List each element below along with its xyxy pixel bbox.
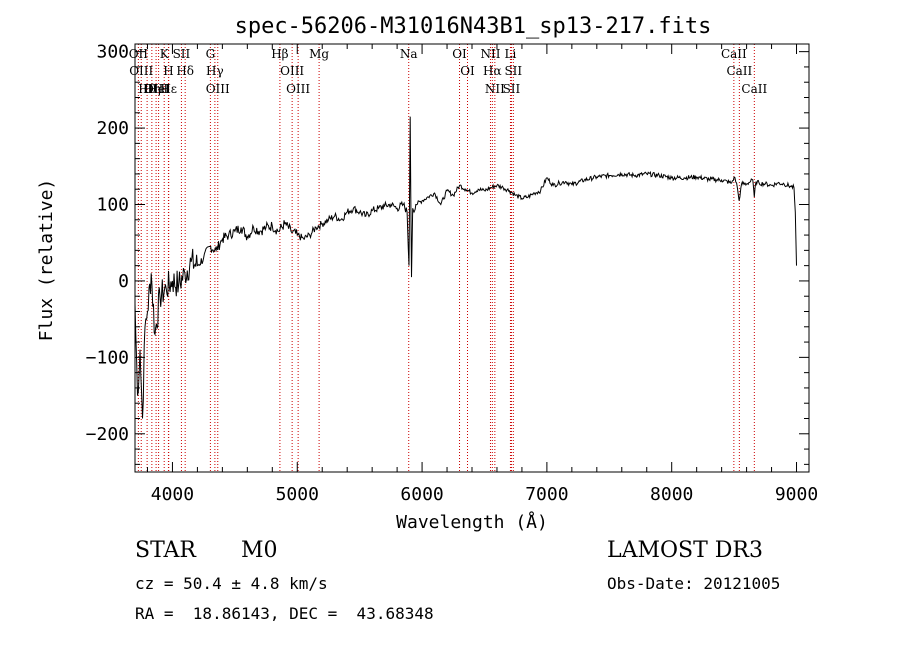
line-label-24: Li — [505, 47, 517, 61]
object-subclass: M0 — [241, 538, 278, 563]
x-tick-label: 4000 — [151, 484, 194, 505]
line-labels: OIIOIIIHθHηOIIIHeIKHHεSIIHδGHγOIIIHβOIII… — [129, 47, 768, 96]
x-tick-label: 9000 — [775, 484, 818, 505]
y-axis-label: Flux (relative) — [36, 179, 57, 342]
line-label-0: OII — [129, 47, 149, 61]
line-label-19: OI — [452, 47, 467, 61]
line-label-1: OIII — [129, 64, 153, 78]
line-label-23: NII — [485, 82, 505, 96]
line-label-17: Mg — [309, 47, 329, 61]
line-label-29: CaII — [741, 82, 767, 96]
line-label-27: CaII — [721, 47, 747, 61]
line-label-7: H — [163, 64, 173, 78]
line-label-25: SII — [503, 82, 521, 96]
line-label-3: Hη — [143, 82, 161, 96]
y-tick-label: 100 — [96, 195, 129, 216]
spectrum-chart: spec-56206-M31016N43B1_sp13-217.fits OII… — [36, 14, 818, 533]
line-label-6: K — [160, 47, 170, 61]
line-label-22: Hα — [483, 64, 502, 78]
y-tick-label: 300 — [96, 42, 129, 63]
line-label-9: SII — [173, 47, 191, 61]
chart-title: spec-56206-M31016N43B1_sp13-217.fits — [235, 14, 712, 39]
line-label-15: OIII — [280, 64, 304, 78]
line-label-13: OIII — [206, 82, 230, 96]
line-label-18: Na — [400, 47, 418, 61]
line-label-12: Hγ — [206, 64, 224, 78]
coordinates: RA = 18.86143, DEC = 43.68348 — [135, 604, 434, 623]
y-tick-label: 0 — [118, 271, 129, 292]
survey-name: LAMOST DR3 — [607, 538, 763, 563]
redshift-text: cz = 50.4 ± 4.8 km/s — [135, 574, 328, 593]
x-tick-label: 5000 — [276, 484, 319, 505]
spectrum-line — [134, 116, 797, 419]
plot-frame — [134, 43, 810, 473]
line-label-14: Hβ — [271, 47, 288, 61]
y-tick-label: 200 — [96, 118, 129, 139]
object-class: STAR — [135, 538, 196, 563]
line-label-11: G — [206, 47, 216, 61]
line-label-10: Hδ — [176, 64, 194, 78]
line-label-16: OIII — [286, 82, 310, 96]
line-label-4: OIII — [144, 82, 168, 96]
y-tick-label: −100 — [86, 347, 129, 368]
line-label-20: OI — [460, 64, 475, 78]
line-label-5: HeI — [147, 82, 170, 96]
x-tick-label: 8000 — [650, 484, 693, 505]
line-label-8: Hε — [160, 82, 177, 96]
x-axis: 4000 5000 6000 7000 8000 9000 — [146, 44, 818, 505]
line-label-2: Hθ — [138, 82, 156, 96]
y-axis: −200 −100 0 100 200 300 — [86, 42, 809, 465]
x-axis-label: Wavelength (Å) — [396, 511, 548, 533]
line-label-26: SII — [504, 64, 522, 78]
y-tick-label: −200 — [86, 424, 129, 445]
line-label-21: NII — [480, 47, 500, 61]
x-tick-label: 6000 — [400, 484, 443, 505]
emission-lines — [137, 44, 755, 472]
x-tick-label: 7000 — [525, 484, 568, 505]
line-label-28: CaII — [726, 64, 752, 78]
obs-date: Obs-Date: 20121005 — [607, 574, 781, 593]
